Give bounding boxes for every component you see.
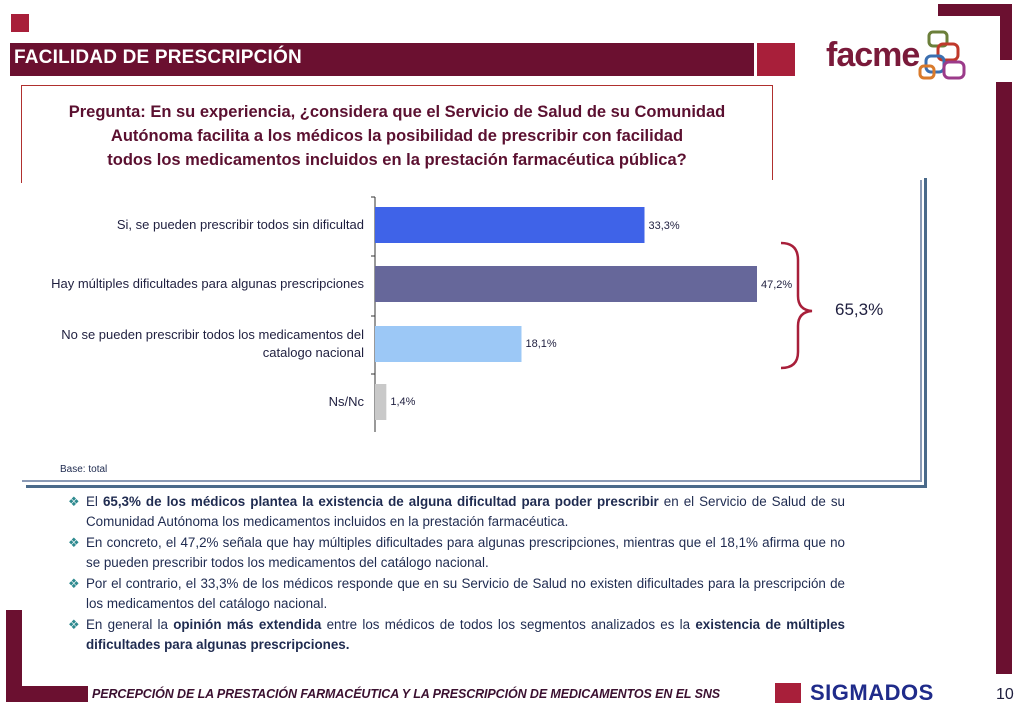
value-label-1: 47,2% xyxy=(761,279,793,291)
category-label-line: Hay múltiples dificultades para algunas … xyxy=(51,276,364,291)
category-label-2: No se pueden prescribir todos los medica… xyxy=(20,326,364,362)
page-number: 10 xyxy=(996,686,1014,703)
bullet-item: ❖ En general la opinión más extendida ent… xyxy=(68,615,845,655)
bar-3 xyxy=(375,384,387,420)
category-label-1: Hay múltiples dificultades para algunas … xyxy=(20,275,364,293)
question-line-3: todos los medicamentos incluidos en la p… xyxy=(107,151,687,169)
category-label-0: Si, se pueden prescribir todos sin dific… xyxy=(20,216,364,234)
right-edge-bar xyxy=(996,82,1012,674)
bullet-text: en el Servicio de Salud de su Comunidad … xyxy=(86,494,845,529)
bracket-label: 65,3% xyxy=(835,300,884,319)
curly-bracket xyxy=(780,241,813,370)
bullet-item: ❖ El 65,3% de los médicos plantea la exis… xyxy=(68,492,845,532)
value-label-3: 1,4% xyxy=(390,396,416,408)
bar-1 xyxy=(375,266,757,302)
bullet-text-bold: opinión más extendida xyxy=(173,617,322,633)
bar-0 xyxy=(375,207,645,243)
bullet-item: ❖ En concreto, el 47,2% señala que hay mú… xyxy=(68,533,845,573)
corner-bracket-top-right xyxy=(938,4,1012,16)
bar-2 xyxy=(375,326,522,362)
bullet-text-bold: 65,3% de los médicos plantea la existenc… xyxy=(102,494,659,509)
bullet-text-bold: existencia de múltiples dificultades par… xyxy=(86,617,845,653)
diamond-bullet-icon: ❖ xyxy=(68,535,80,551)
category-label-line: Ns/Nc xyxy=(328,394,364,409)
diamond-bullet-icon: ❖ xyxy=(68,494,80,509)
bullet-text: El xyxy=(86,494,103,509)
question-box: Pregunta: En su experiencia, ¿considera … xyxy=(21,85,773,183)
diamond-bullet-icon: ❖ xyxy=(68,617,80,633)
bullet-text: entre los médicos de todos los segmentos… xyxy=(321,617,696,633)
findings-list: ❖ El 65,3% de los médicos plantea la exis… xyxy=(68,492,845,656)
question-line-1: Pregunta: En su experiencia, ¿considera … xyxy=(68,103,726,121)
bullet-text: En concreto, el 47,2% señala que hay múl… xyxy=(86,535,845,570)
category-label-line: Si, se pueden prescribir todos sin dific… xyxy=(116,217,364,232)
sigmados-logo: SIGMADOS xyxy=(810,680,934,705)
category-label-line: No se pueden prescribir todos los medica… xyxy=(61,327,364,342)
title-bar xyxy=(10,43,754,76)
footer-text: PERCEPCIÓN DE LA PRESTACIÓN FARMACÉUTICA… xyxy=(92,687,721,701)
corner-square-top-left xyxy=(11,14,29,32)
chart-panel-shadow xyxy=(26,178,927,488)
diamond-bullet-icon: ❖ xyxy=(68,576,80,592)
bullet-text: En general la xyxy=(86,617,174,633)
category-label-3: Ns/Nc xyxy=(20,393,364,411)
title-bar-accent xyxy=(757,43,795,76)
logo-text: facme xyxy=(826,36,920,74)
question-line-2: Autónoma facilita a los médicos la posib… xyxy=(110,127,684,145)
facme-logo: facme xyxy=(826,28,976,84)
corner-bracket-bottom-left-h xyxy=(6,686,88,702)
page-title: FACILIDAD DE PRESCRIPCIÓN xyxy=(14,47,302,68)
footer-square xyxy=(775,683,801,703)
value-label-2: 18,1% xyxy=(525,338,557,350)
category-label-line: catalogo nacional xyxy=(262,345,364,360)
corner-bracket-top-right-v xyxy=(1000,4,1012,60)
bullet-text: Por el contrario, el 33,3% de los médico… xyxy=(86,576,845,611)
bullet-item: ❖ Por el contrario, el 33,3% de los médic… xyxy=(68,574,845,614)
base-note: Base: total xyxy=(60,464,108,475)
value-label-0: 33,3% xyxy=(648,220,680,232)
corner-bracket-bottom-left-v xyxy=(6,610,22,702)
